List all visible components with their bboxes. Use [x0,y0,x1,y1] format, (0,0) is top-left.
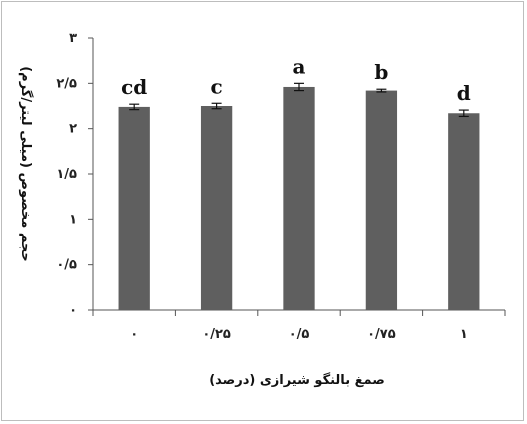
bar [448,113,480,311]
x-tick-label: ۱ [460,327,468,342]
significance-letter: cd [121,75,147,99]
y-tick-label: ۰/۵ [56,258,77,273]
y-tick-label: ۰ [69,303,77,318]
y-tick-label: ۲ [69,122,77,137]
bar [200,106,233,310]
y-tick-label: ۳ [69,31,77,46]
y-axis-title: حجم مخصوص (میلی لیتر/گرم) [18,66,34,262]
x-axis-title: صمغ بالنگو شیرازی (درصد) [209,372,385,388]
y-tick-label: ۲/۵ [56,76,77,91]
x-tick-label: ۰/۲۵ [202,327,231,342]
y-tick-label: ۱ [69,212,77,227]
x-axis: ۰ ۰/۲۵ ۰/۵ ۰/۷۵ ۱ [92,309,506,342]
bar [118,106,150,310]
significance-letter: a [293,54,306,78]
x-tick-label: ۰ [130,327,138,342]
bar [365,90,398,310]
significance-letter: c [211,74,223,98]
significance-letter: d [457,81,471,105]
y-tick-label: ۱/۵ [56,167,77,182]
bar [283,86,315,311]
x-tick-label: ۰/۵ [289,327,310,342]
bars: cd c a b d [118,54,480,311]
significance-letter: b [374,60,388,84]
y-axis: ۰ ۰/۵ ۱ ۱/۵ ۲ ۲/۵ ۳ [56,31,94,318]
x-tick-label: ۰/۷۵ [367,327,396,342]
